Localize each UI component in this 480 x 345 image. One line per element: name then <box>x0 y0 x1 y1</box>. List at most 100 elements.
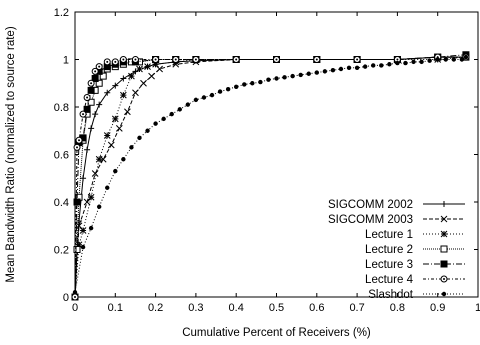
data-point <box>113 168 118 174</box>
data-point <box>322 69 328 74</box>
data-series <box>71 51 470 301</box>
data-point <box>177 107 182 112</box>
data-point <box>73 246 81 253</box>
x-tick-label: 0.4 <box>229 302 244 314</box>
data-point <box>129 145 134 150</box>
data-point <box>79 110 87 118</box>
legend-label: Lecture 1 <box>365 229 413 241</box>
data-point <box>148 72 155 80</box>
data-point <box>419 59 424 65</box>
data-point <box>71 293 79 301</box>
y-tick-label: 1 <box>63 55 69 67</box>
data-point <box>153 121 158 126</box>
data-point <box>451 57 457 62</box>
data-point <box>91 75 99 82</box>
data-point <box>185 102 191 107</box>
data-point <box>193 97 199 103</box>
data-point <box>119 56 127 63</box>
data-point <box>124 108 131 116</box>
data-point <box>112 82 119 89</box>
data-point <box>83 198 91 206</box>
data-point <box>169 111 174 117</box>
legend-label: Lecture 4 <box>365 274 414 286</box>
data-point <box>132 89 139 97</box>
legend-marker <box>440 275 448 283</box>
data-point <box>330 67 336 73</box>
legend-marker <box>440 215 448 223</box>
data-point <box>172 56 180 63</box>
data-point <box>84 146 91 153</box>
data-point <box>75 136 83 144</box>
data-point <box>161 116 166 122</box>
x-tick-label: 0.3 <box>188 302 203 314</box>
legend-marker <box>441 201 447 207</box>
data-point <box>313 56 321 63</box>
data-point <box>232 56 240 63</box>
legend-label: SIGCOMM 2003 <box>328 214 413 226</box>
y-tick-label: 0.4 <box>54 197 69 209</box>
x-tick-label: 1 <box>475 302 480 314</box>
data-point <box>459 57 465 62</box>
data-point <box>250 81 255 86</box>
data-point <box>427 58 432 63</box>
plot-border <box>74 11 479 298</box>
data-point <box>338 66 344 72</box>
data-point <box>131 56 139 63</box>
data-point <box>121 157 126 162</box>
data-point <box>140 79 147 87</box>
data-point <box>120 91 127 99</box>
data-point <box>379 63 384 68</box>
data-point <box>88 225 94 231</box>
data-point <box>83 105 91 113</box>
y-tick-label: 1.2 <box>54 7 69 19</box>
data-point <box>80 244 86 250</box>
x-tick-label: 0.9 <box>430 302 445 314</box>
data-point <box>152 56 160 63</box>
data-point <box>87 86 95 94</box>
y-tick-label: 0 <box>63 292 69 304</box>
data-point <box>145 128 150 133</box>
data-point <box>463 54 469 60</box>
data-point <box>95 79 103 87</box>
data-point <box>156 65 163 73</box>
data-point <box>96 204 102 209</box>
data-point <box>87 79 95 87</box>
data-point <box>282 75 287 80</box>
plot-frame <box>74 11 479 298</box>
x-tick-label: 0.5 <box>269 302 284 314</box>
data-point <box>258 79 263 85</box>
series-line <box>74 56 466 298</box>
data-point <box>87 98 95 106</box>
data-point <box>298 72 303 78</box>
series-line <box>74 56 467 293</box>
data-point <box>120 75 127 82</box>
data-point <box>435 57 440 62</box>
legend-marker <box>440 230 448 238</box>
data-point <box>395 60 400 66</box>
legend-label: Lecture 3 <box>365 259 413 271</box>
data-point <box>80 175 87 182</box>
series-7 <box>72 54 469 295</box>
data-point <box>105 185 110 190</box>
series-line <box>74 54 466 298</box>
data-point <box>387 62 392 67</box>
legend-marker <box>441 291 447 297</box>
data-point <box>83 94 91 101</box>
data-point <box>107 141 115 149</box>
data-point <box>79 227 87 234</box>
y-tick-label: 0.8 <box>54 102 69 114</box>
x-tick-label: 0.6 <box>309 302 324 314</box>
data-point <box>266 77 271 82</box>
data-point <box>290 73 295 79</box>
data-point <box>95 155 103 163</box>
data-point <box>111 115 119 123</box>
x-tick-label: 0.7 <box>349 302 364 314</box>
data-point <box>115 125 123 132</box>
data-point <box>73 198 81 206</box>
data-point <box>96 101 103 108</box>
data-point <box>201 95 207 100</box>
data-point <box>76 218 83 224</box>
data-point <box>75 222 83 230</box>
data-point <box>306 71 311 76</box>
